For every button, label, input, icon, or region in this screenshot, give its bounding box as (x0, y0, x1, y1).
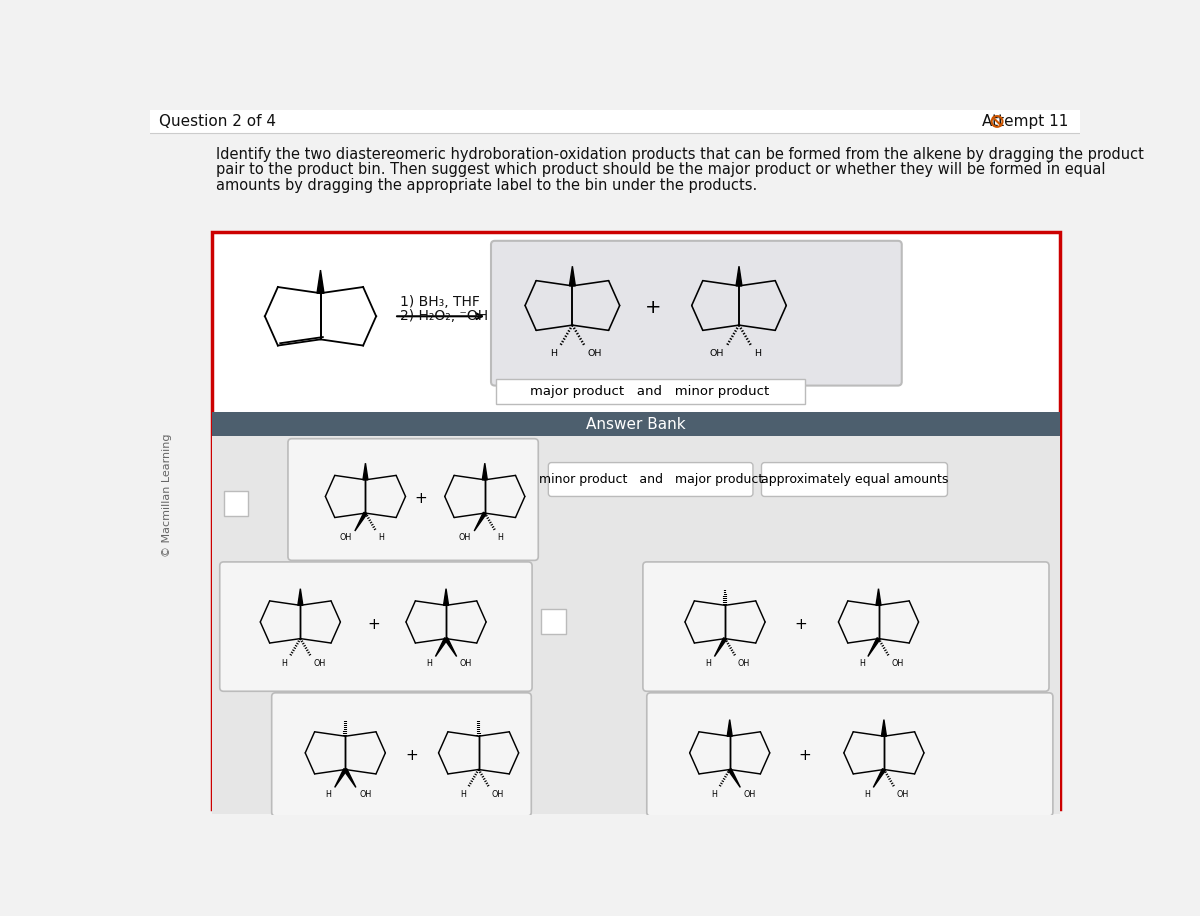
FancyBboxPatch shape (212, 436, 1060, 813)
Text: OH: OH (587, 349, 601, 357)
Text: OH: OH (744, 790, 756, 799)
Polygon shape (445, 638, 457, 657)
Text: OH: OH (892, 659, 904, 668)
Polygon shape (874, 769, 886, 788)
FancyBboxPatch shape (212, 412, 1060, 436)
Text: H: H (282, 659, 288, 668)
Text: Answer Bank: Answer Bank (586, 417, 685, 431)
FancyBboxPatch shape (643, 562, 1049, 692)
Polygon shape (868, 638, 880, 657)
Text: H: H (754, 349, 761, 357)
Text: H: H (551, 349, 558, 357)
FancyBboxPatch shape (150, 110, 1080, 133)
Text: H: H (710, 790, 716, 799)
Text: OH: OH (709, 349, 724, 357)
Text: pair to the product bin. Then suggest which product should be the major product : pair to the product bin. Then suggest wh… (216, 162, 1105, 178)
FancyBboxPatch shape (220, 562, 532, 692)
Text: © Macmillan Learning: © Macmillan Learning (162, 433, 172, 557)
Polygon shape (436, 638, 448, 657)
Polygon shape (882, 720, 887, 736)
FancyBboxPatch shape (212, 232, 1060, 809)
Text: 1) BH₃, THF: 1) BH₃, THF (400, 295, 480, 309)
Text: OH: OH (340, 533, 352, 542)
Text: Identify the two diastereomeric hydroboration-oxidation products that can be for: Identify the two diastereomeric hydrobor… (216, 147, 1144, 162)
Text: H: H (706, 659, 712, 668)
Text: +: + (798, 747, 811, 763)
Polygon shape (444, 589, 449, 605)
Text: OH: OH (460, 659, 472, 668)
Text: 2) H₂O₂, ⁻OH: 2) H₂O₂, ⁻OH (400, 309, 487, 322)
Polygon shape (344, 769, 356, 788)
Text: Attempt 11: Attempt 11 (982, 114, 1068, 129)
Text: H: H (864, 790, 870, 799)
Polygon shape (482, 463, 487, 480)
Text: OH: OH (359, 790, 371, 799)
FancyBboxPatch shape (647, 692, 1052, 816)
Text: H: H (498, 533, 504, 542)
FancyBboxPatch shape (548, 463, 752, 496)
Polygon shape (474, 512, 486, 531)
Text: +: + (794, 616, 808, 632)
Text: Question 2 of 4: Question 2 of 4 (160, 114, 276, 129)
FancyBboxPatch shape (223, 491, 248, 516)
Text: +: + (367, 616, 380, 632)
FancyBboxPatch shape (271, 692, 532, 816)
Text: OH: OH (738, 659, 750, 668)
Text: OH: OH (458, 533, 472, 542)
Text: approximately equal amounts: approximately equal amounts (761, 473, 948, 486)
Polygon shape (317, 270, 324, 293)
Text: minor product   and   major product: minor product and major product (539, 473, 763, 486)
Polygon shape (728, 769, 740, 788)
FancyBboxPatch shape (496, 379, 805, 404)
Polygon shape (355, 512, 367, 531)
Text: amounts by dragging the appropriate label to the bin under the products.: amounts by dragging the appropriate labe… (216, 178, 757, 192)
Text: H: H (460, 790, 466, 799)
Text: +: + (644, 299, 661, 317)
Polygon shape (298, 589, 302, 605)
Text: H: H (859, 659, 865, 668)
FancyBboxPatch shape (762, 463, 948, 496)
FancyBboxPatch shape (288, 439, 539, 561)
FancyBboxPatch shape (491, 241, 901, 386)
Polygon shape (727, 720, 732, 736)
Polygon shape (736, 267, 742, 286)
Text: +: + (406, 747, 419, 763)
Text: OH: OH (896, 790, 910, 799)
Text: H: H (378, 533, 384, 542)
Text: OH: OH (313, 659, 325, 668)
Text: +: + (414, 491, 427, 507)
Polygon shape (362, 463, 368, 480)
Text: H: H (426, 659, 432, 668)
Text: OH: OH (492, 790, 504, 799)
FancyBboxPatch shape (541, 609, 566, 634)
Text: major product   and   minor product: major product and minor product (530, 386, 769, 398)
Polygon shape (570, 267, 575, 286)
Polygon shape (335, 769, 347, 788)
Polygon shape (876, 589, 881, 605)
Text: H: H (325, 790, 331, 799)
Polygon shape (714, 638, 726, 657)
